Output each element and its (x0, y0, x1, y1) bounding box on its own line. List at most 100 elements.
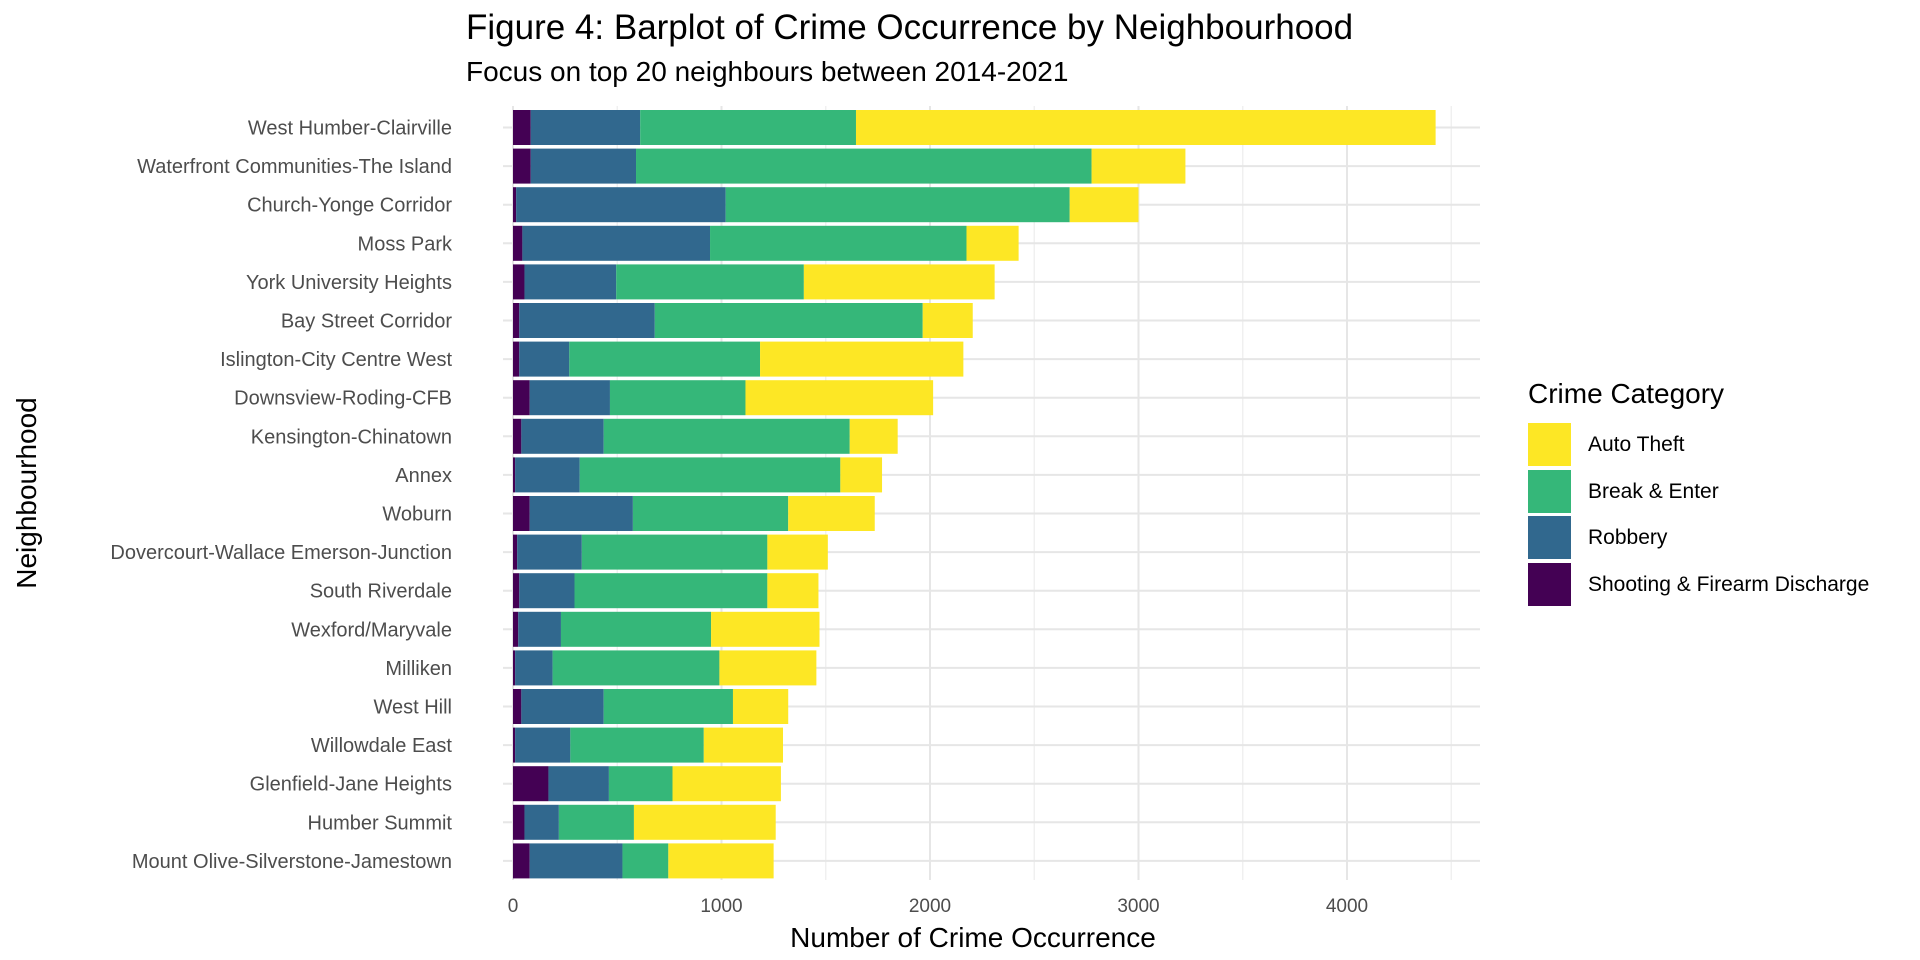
bar-segment: Islington-City Centre West — Shooting & … (513, 341, 520, 377)
bar-segment: Wexford/Maryvale — Shooting & Firearm Di… (513, 611, 519, 647)
bar-segment: Moss Park — Break & Enter: 1230 (710, 225, 967, 261)
y-category-label: Downsview-Roding-CFB (234, 388, 452, 410)
bar-segment: West Hill — Break & Enter: 620 (603, 689, 733, 724)
y-category-label: Waterfront Communities-The Island (137, 156, 452, 178)
bar-segment: Woburn — Robbery: 495 (529, 496, 633, 531)
bar-segment: York University Heights — Break & Enter:… (616, 264, 804, 300)
bar-segment: Humber Summit — Break & Enter: 360 (558, 804, 634, 840)
bar-segment: Church-Yonge Corridor — Robbery: 1005 (516, 187, 726, 223)
bar-segment: Wexford/Maryvale — Robbery: 205 (518, 611, 561, 647)
legend-swatch (1528, 469, 1571, 513)
bar-segment: Church-Yonge Corridor — Auto Theft: 330 (1069, 187, 1139, 223)
y-category-label: West Humber-Clairville (248, 118, 452, 140)
bar-segment: Wexford/Maryvale — Auto Theft: 520 (711, 611, 820, 647)
legend-label: Shooting & Firearm Discharge (1588, 572, 1870, 596)
legend-label: Auto Theft (1588, 433, 1685, 456)
y-category-label: Glenfield-Jane Heights (250, 774, 452, 796)
bar-segment: Moss Park — Auto Theft: 250 (966, 225, 1019, 261)
y-category-label: Woburn (382, 504, 452, 526)
bar-segment: York University Heights — Shooting & Fir… (513, 264, 525, 300)
legend-swatch (1528, 516, 1571, 559)
chart-subtitle: Focus on top 20 neighbours between 2014-… (466, 56, 1069, 87)
bar-segment: Bay Street Corridor — Robbery: 650 (519, 303, 655, 338)
bar-segment: Glenfield-Jane Heights — Shooting & Fire… (513, 766, 549, 802)
x-tick-label: 2000 (909, 896, 951, 917)
y-axis-title: Neighbourhood (11, 397, 42, 589)
bar-segment: Willowdale East — Break & Enter: 640 (570, 727, 704, 763)
bar-segment: Islington-City Centre West — Break & Ent… (569, 341, 761, 377)
bar-segment: Waterfront Communities-The Island — Auto… (1091, 148, 1186, 184)
bar-segment: Bay Street Corridor — Auto Theft: 240 (922, 303, 973, 338)
bar-segment: Church-Yonge Corridor — Break & Enter: 1… (725, 187, 1070, 223)
bar-segment: Mount Olive-Silverstone-Jamestown — Shoo… (513, 843, 530, 879)
bar-segment: West Humber-Clairville — Shooting & Fire… (513, 110, 531, 145)
x-tick-labels: 0 1000 2000 3000 4000 (508, 896, 1368, 917)
bar-segment: Downsview-Roding-CFB — Shooting & Firear… (513, 380, 530, 416)
bar-segment: Kensington-Chinatown — Auto Theft: 230 (849, 418, 898, 454)
bar-segment: West Humber-Clairville — Break & Enter: … (640, 110, 856, 145)
y-category-label: Willowdale East (311, 735, 453, 757)
bar-segment: Kensington-Chinatown — Robbery: 395 (521, 418, 604, 454)
y-category-label: Church-Yonge Corridor (247, 195, 452, 217)
legend-title: Crime Category (1528, 378, 1725, 409)
bar-segment: Milliken — Robbery: 180 (515, 650, 553, 686)
bar-segment: Humber Summit — Auto Theft: 680 (633, 804, 776, 840)
y-category-label: Milliken (385, 658, 452, 680)
bar-segment: Church-Yonge Corridor — Shooting & Firea… (513, 187, 517, 223)
bar-segment: Woburn — Break & Enter: 745 (632, 496, 789, 531)
legend-swatch (1528, 423, 1571, 466)
bar-segment: Milliken — Auto Theft: 465 (719, 650, 817, 686)
bar-segment: Annex — Auto Theft: 200 (840, 457, 883, 493)
bar-segment: Willowdale East — Shooting & Firearm Dis… (513, 727, 516, 763)
bar-segment: Glenfield-Jane Heights — Break & Enter: … (608, 766, 673, 802)
bar-segment: Annex — Break & Enter: 1250 (579, 457, 841, 493)
bar-segment: Waterfront Communities-The Island — Brea… (636, 148, 1092, 184)
y-category-label: Kensington-Chinatown (251, 426, 452, 448)
bar-segment: Mount Olive-Silverstone-Jamestown — Brea… (622, 843, 669, 879)
x-tick-label: 4000 (1326, 896, 1368, 917)
bar-segment: Annex — Shooting & Firearm Discharge: 10 (513, 457, 516, 493)
bar-segment: Bay Street Corridor — Break & Enter: 128… (654, 303, 923, 338)
legend-swatch (1528, 562, 1571, 606)
legend-label: Break & Enter (1588, 479, 1719, 503)
bar-segment: Waterfront Communities-The Island — Robb… (530, 148, 637, 184)
bar-segment: Downsview-Roding-CFB — Break & Enter: 65… (609, 380, 746, 416)
bar-segment: Islington-City Centre West — Robbery: 24… (519, 341, 570, 377)
bar-segment: Dovercourt-Wallace Emerson-Junction — Sh… (513, 534, 518, 570)
bar-segment: Dovercourt-Wallace Emerson-Junction — Au… (767, 534, 828, 570)
y-category-label: Islington-City Centre West (220, 349, 452, 371)
chart-title: Figure 4: Barplot of Crime Occurrence by… (466, 8, 1354, 47)
bar-segment: Bay Street Corridor — Shooting & Firearm… (513, 303, 520, 338)
bar-segment: Mount Olive-Silverstone-Jamestown — Robb… (529, 843, 623, 879)
bar-segment: Milliken — Shooting & Firearm Discharge:… (513, 650, 516, 686)
bar-segment: Milliken — Break & Enter: 800 (552, 650, 720, 686)
bar-segment: West Hill — Shooting & Firearm Discharge… (513, 689, 522, 724)
x-tick-label: 1000 (700, 896, 742, 917)
bar-segment: Woburn — Shooting & Firearm Discharge: 8… (513, 496, 530, 531)
y-category-label: Bay Street Corridor (281, 311, 453, 333)
y-category-label: West Hill (373, 697, 452, 719)
bar-segment: York University Heights — Auto Theft: 91… (803, 264, 995, 300)
x-axis-title: Number of Crime Occurrence (790, 922, 1156, 953)
bar-segment: Kensington-Chinatown — Shooting & Firear… (513, 418, 522, 454)
bar-segment: West Humber-Clairville — Robbery: 525 (530, 110, 641, 145)
bar-segment: Downsview-Roding-CFB — Auto Theft: 900 (745, 380, 934, 416)
y-category-label: Wexford/Maryvale (291, 619, 452, 641)
y-category-label: Moss Park (358, 233, 453, 255)
bar-segment: West Hill — Auto Theft: 265 (732, 689, 789, 724)
bar-segment: Waterfront Communities-The Island — Shoo… (513, 148, 531, 184)
y-category-label: Dovercourt-Wallace Emerson-Junction (110, 542, 452, 564)
bar-segment: Dovercourt-Wallace Emerson-Junction — Br… (581, 534, 768, 570)
y-category-label: Mount Olive-Silverstone-Jamestown (132, 851, 452, 873)
bar-segment: South Riverdale — Shooting & Firearm Dis… (513, 573, 520, 609)
bar-segment: Moss Park — Robbery: 900 (522, 225, 711, 261)
y-category-label: South Riverdale (310, 581, 452, 603)
bar-segment: South Riverdale — Break & Enter: 925 (574, 573, 768, 609)
bar-segment: South Riverdale — Robbery: 265 (519, 573, 575, 609)
bar-segment: Willowdale East — Auto Theft: 380 (703, 727, 784, 763)
bar-segment: West Humber-Clairville — Auto Theft: 278… (855, 110, 1436, 145)
bar-segment: Humber Summit — Shooting & Firearm Disch… (513, 804, 525, 840)
y-category-labels: West Humber-Clairville Waterfront Communi… (110, 118, 453, 873)
bar-segment: Woburn — Auto Theft: 415 (788, 496, 875, 531)
